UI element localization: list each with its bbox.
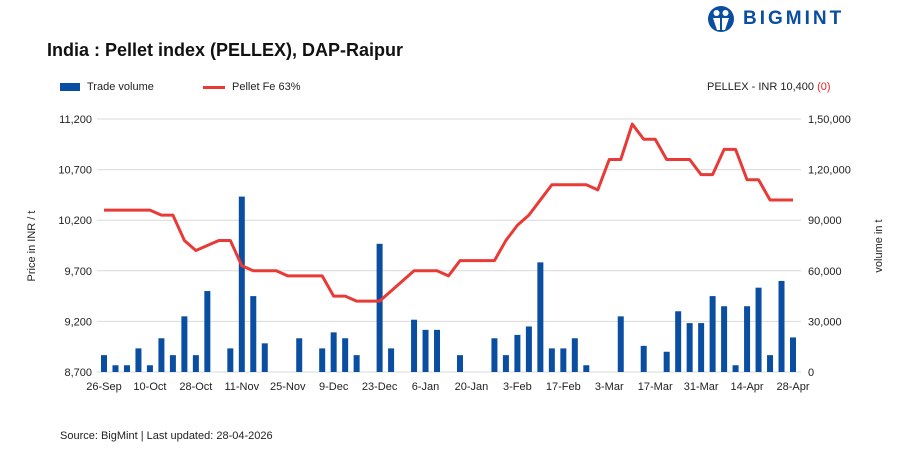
legend-trade-volume: Trade volume — [60, 81, 154, 93]
volume-bar — [548, 348, 555, 372]
y-tick-left: 9,200 — [64, 316, 92, 328]
x-tick: 10-Oct — [133, 381, 166, 393]
volume-bar — [135, 348, 142, 372]
volume-bar — [238, 196, 245, 372]
volume-bar — [617, 316, 624, 372]
y-tick-left: 8,700 — [64, 367, 92, 379]
volume-bar — [583, 365, 590, 372]
volume-bar — [502, 355, 509, 372]
x-tick: 20-Jan — [455, 381, 489, 393]
pellex-change: (0) — [817, 81, 831, 93]
volume-bar — [388, 348, 395, 372]
volume-bar — [192, 355, 199, 372]
x-tick: 11-Nov — [224, 381, 259, 393]
volume-bar — [709, 296, 716, 372]
volume-bar — [434, 329, 441, 372]
volume-bar — [250, 296, 257, 372]
y-tick-right: 1,50,000 — [808, 114, 851, 126]
volume-bar — [204, 291, 211, 372]
x-tick: 6-Jan — [412, 381, 440, 393]
volume-bar — [571, 338, 578, 372]
volume-bar — [491, 338, 498, 372]
x-tick: 31-Mar — [684, 381, 719, 393]
y-axis-label-right: volume in t — [873, 219, 885, 272]
volume-bar — [790, 337, 796, 372]
y-tick-right: 60,000 — [808, 266, 842, 278]
volume-bar — [663, 351, 670, 372]
legend-bar-swatch — [60, 83, 80, 91]
volume-bar — [537, 262, 544, 372]
x-tick: 28-Apr — [776, 381, 809, 393]
x-tick: 3-Mar — [595, 381, 624, 393]
x-tick: 23-Dec — [362, 381, 398, 393]
y-axis-label-left: Price in INR / t — [26, 211, 38, 282]
volume-bar — [169, 355, 176, 372]
volume-bar — [376, 243, 383, 372]
bigmint-logo: BIGMINT — [707, 5, 844, 33]
volume-bar — [158, 338, 165, 372]
volume-bar — [698, 323, 705, 372]
volume-bar — [101, 355, 107, 372]
volume-bar — [778, 280, 785, 372]
y-tick-right: 1,20,000 — [808, 165, 851, 177]
volume-bar — [456, 355, 463, 372]
y-tick-right: 0 — [808, 367, 814, 379]
volume-bar — [640, 345, 647, 372]
legend-label: Trade volume — [87, 81, 154, 93]
legend-label: Pellet Fe 63% — [232, 81, 301, 93]
x-tick: 14-Apr — [731, 381, 764, 393]
y-tick-left: 10,200 — [58, 215, 92, 227]
volume-bar — [744, 306, 751, 372]
volume-bar — [261, 343, 268, 372]
x-tick: 9-Dec — [319, 381, 349, 393]
volume-bar — [675, 311, 682, 372]
pellex-readout: PELLEX - INR 10,400 (0) — [707, 81, 831, 93]
volume-bar — [181, 316, 188, 372]
volume-bar — [411, 319, 418, 372]
volume-bar — [767, 355, 774, 372]
volume-bar — [560, 348, 567, 372]
volume-bar — [112, 365, 119, 372]
volume-bar — [422, 329, 429, 372]
source-note: Source: BigMint | Last updated: 28-04-20… — [60, 430, 273, 442]
legend-pellet: Pellet Fe 63% — [203, 81, 300, 93]
pellex-value: PELLEX - INR 10,400 — [707, 81, 818, 93]
volume-bar — [319, 348, 326, 372]
y-tick-right: 90,000 — [808, 215, 842, 227]
volume-bar — [732, 365, 739, 372]
volume-bar — [123, 365, 130, 372]
legend-line-swatch — [203, 85, 225, 89]
price-line — [104, 122, 793, 303]
volume-bar — [686, 323, 693, 372]
x-tick: 3-Feb — [503, 381, 532, 393]
logo-text: BIGMINT — [743, 8, 845, 29]
y-tick-left: 11,200 — [59, 114, 92, 126]
volume-bar — [342, 338, 349, 372]
x-tick: 26-Sep — [86, 381, 121, 393]
x-tick: 25-Nov — [270, 381, 306, 393]
logo-icon — [708, 6, 734, 32]
volume-bar — [721, 306, 728, 372]
x-tick: 17-Mar — [638, 381, 673, 393]
volume-bar — [227, 348, 234, 372]
y-tick-left: 10,700 — [58, 165, 92, 177]
x-tick: 28-Oct — [179, 381, 212, 393]
y-tick-left: 9,700 — [64, 266, 92, 278]
volume-bar — [514, 334, 521, 372]
volume-bar — [525, 326, 532, 372]
volume-bar — [296, 338, 303, 372]
x-tick: 17-Feb — [546, 381, 581, 393]
volume-bar — [353, 355, 360, 372]
volume-bar — [755, 287, 762, 372]
volume-bar — [146, 365, 153, 372]
chart-title: India : Pellet index (PELLEX), DAP-Raipu… — [47, 40, 404, 60]
volume-bar — [330, 332, 337, 372]
y-tick-right: 30,000 — [808, 316, 842, 328]
